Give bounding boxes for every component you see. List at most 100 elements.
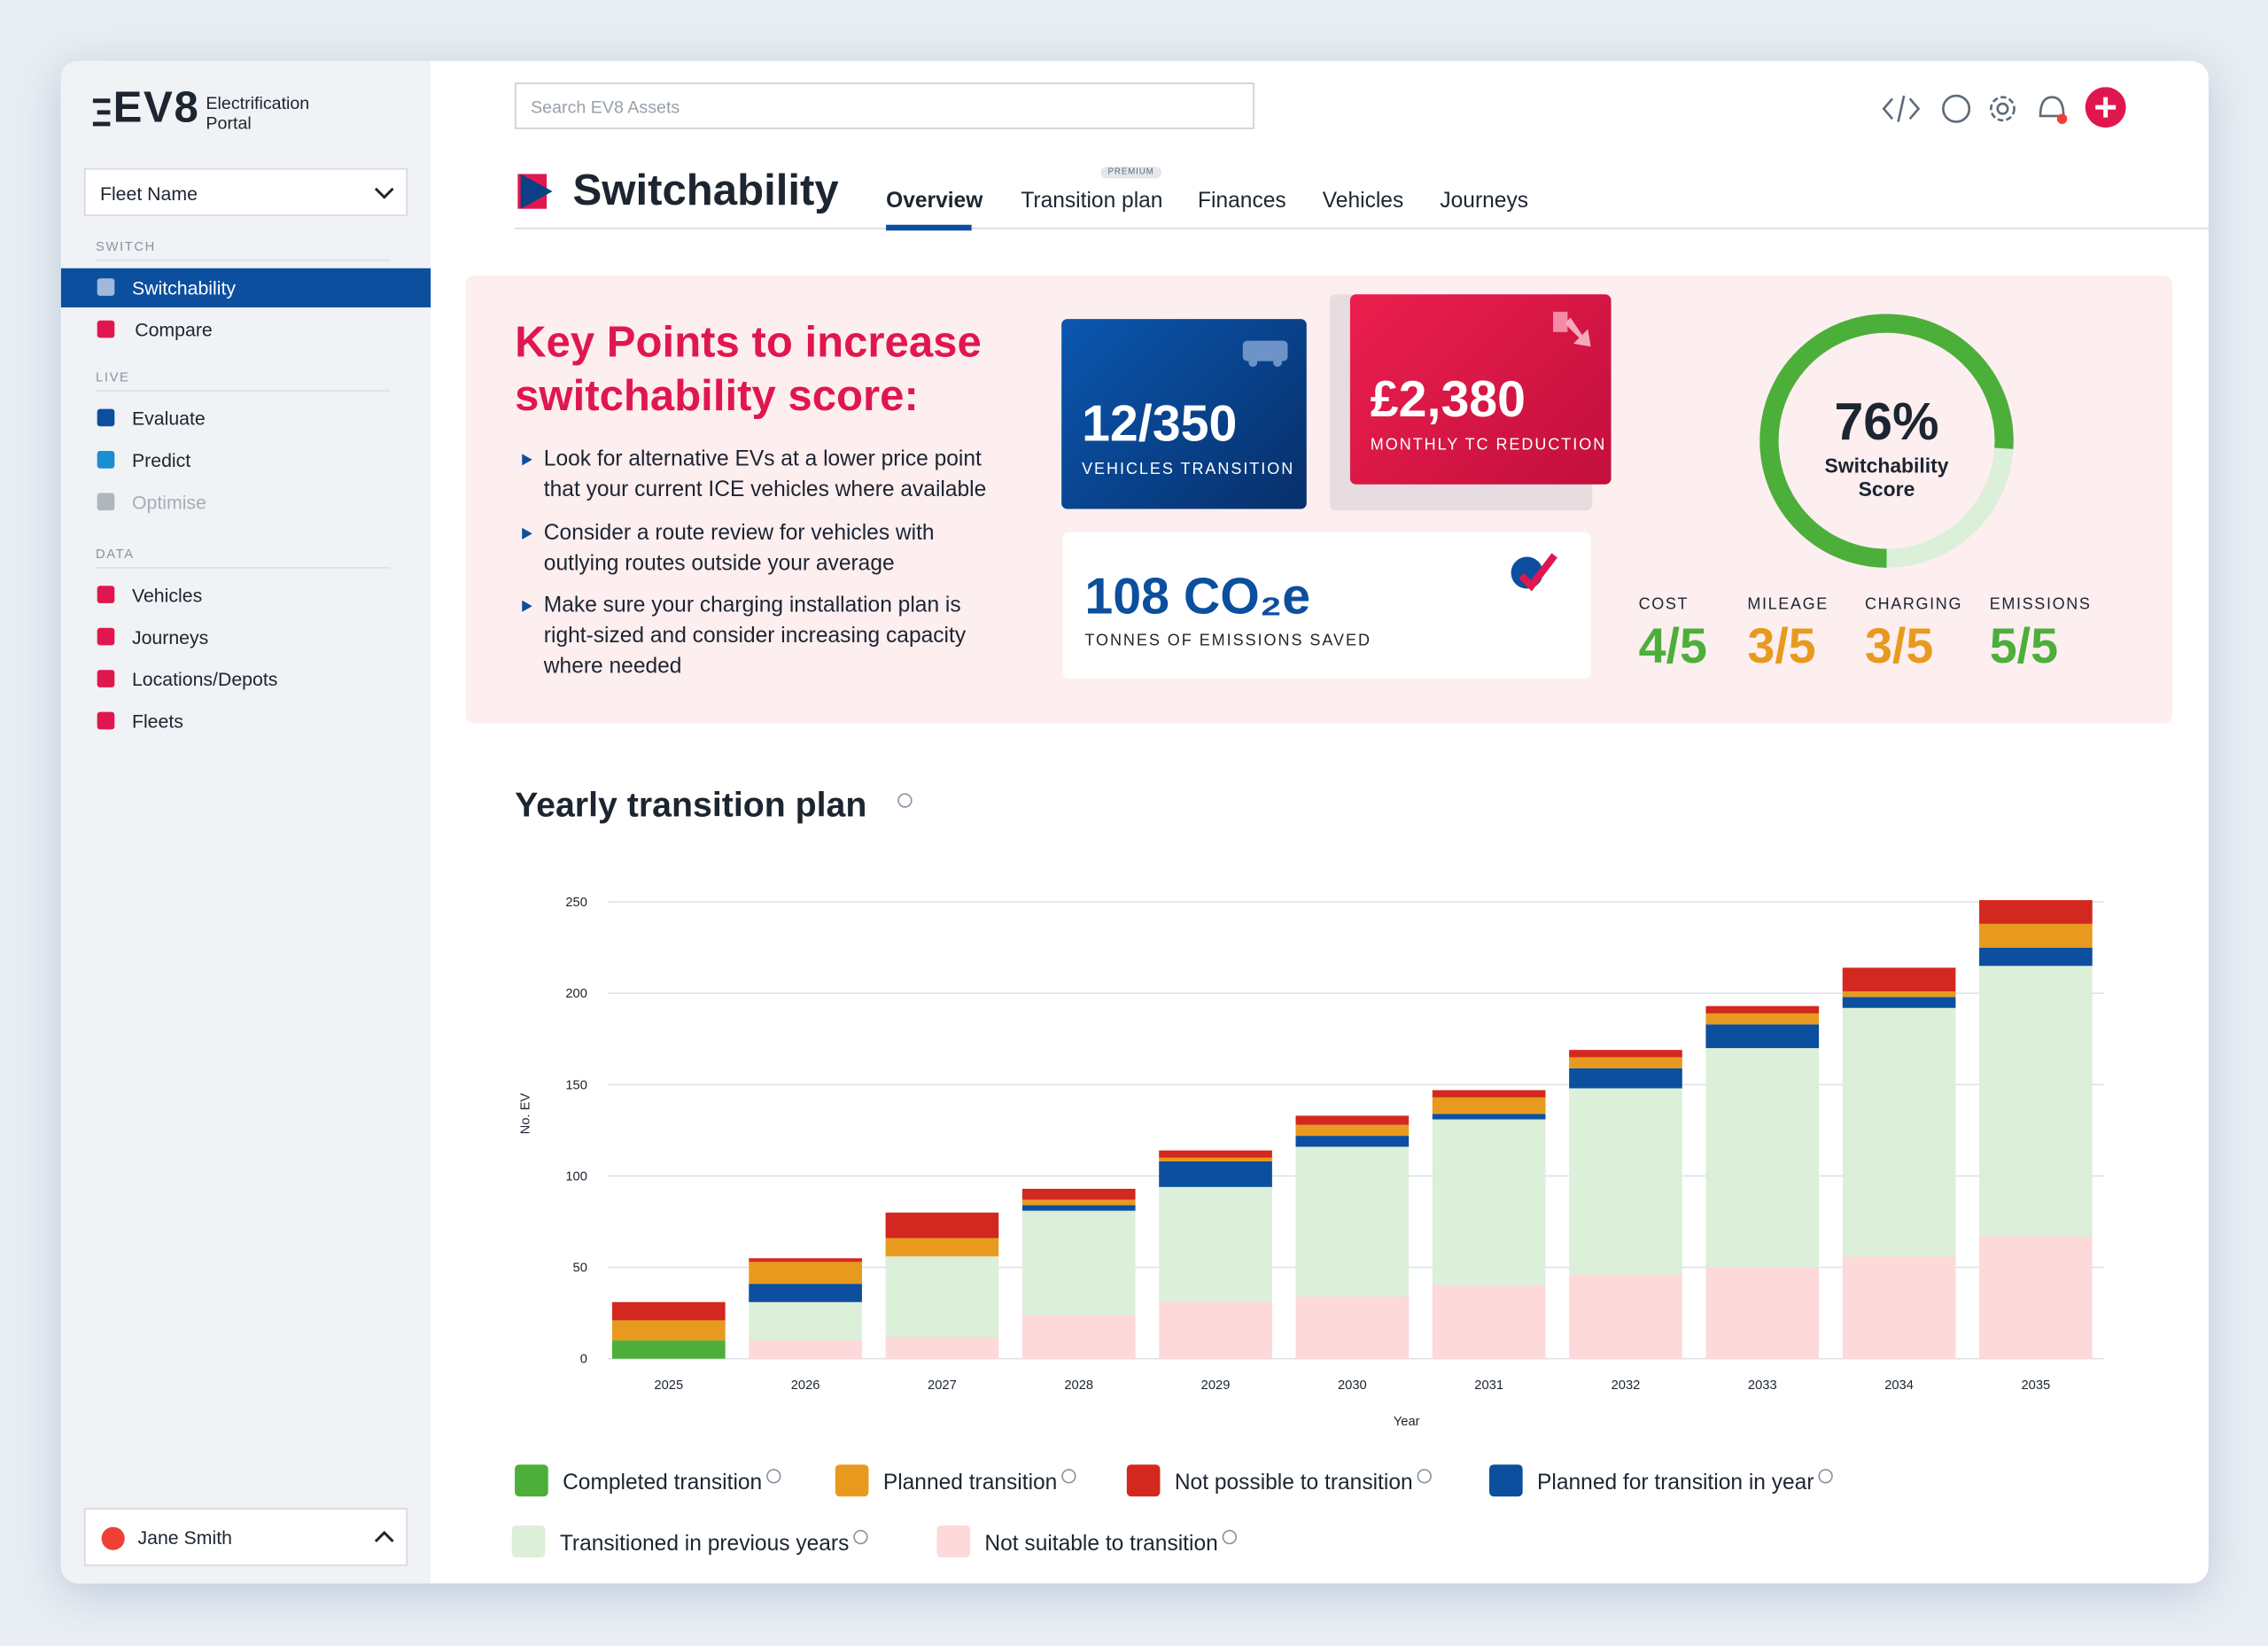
y-tick-label: 200 xyxy=(565,987,587,1001)
nav-item[interactable]: Locations/Depots xyxy=(61,660,431,699)
subscore-value: 3/5 xyxy=(1747,618,1816,675)
nav-item[interactable]: Optimise xyxy=(61,483,431,522)
help-icon[interactable] xyxy=(1942,94,1971,123)
x-tick-label: 2032 xyxy=(1612,1378,1641,1393)
bar-segment xyxy=(1159,1301,1272,1359)
fleet-select-label: Fleet Name xyxy=(99,182,198,205)
score-ring xyxy=(1759,314,2014,568)
nav-item[interactable]: Evaluate xyxy=(61,399,431,438)
user-menu[interactable]: Jane Smith xyxy=(83,1508,408,1566)
subscore-label: MILEAGE xyxy=(1747,595,1829,614)
nav-item[interactable]: Predict xyxy=(61,441,431,480)
nav-item[interactable]: Journeys xyxy=(61,617,431,656)
key-points-heading: Key Points to increase switchability sco… xyxy=(515,319,982,421)
tab-divider xyxy=(515,227,2209,229)
stat-card: 108 CO₂e TONNES OF EMISSIONS SAVED xyxy=(1062,532,1591,679)
legend-label: Transitioned in previous years xyxy=(560,1532,850,1556)
subscore-label: CHARGING xyxy=(1864,595,1963,614)
bar-segment xyxy=(1432,1097,1546,1114)
bar-segment xyxy=(749,1284,862,1302)
bar-segment xyxy=(1021,1210,1136,1316)
x-tick-label: 2027 xyxy=(928,1378,957,1393)
bullet-arrow xyxy=(522,454,532,466)
bar-segment xyxy=(1295,1136,1410,1147)
section-divider xyxy=(96,390,391,392)
bar-segment xyxy=(885,1336,999,1359)
tab[interactable]: Transition plan xyxy=(1021,188,1163,214)
x-tick-label: 2030 xyxy=(1338,1378,1367,1393)
bar-segment xyxy=(611,1301,726,1321)
logo-mark xyxy=(92,98,111,127)
subscore-label: EMISSIONS xyxy=(1989,595,2092,614)
emissions-icon xyxy=(1511,553,1557,592)
bar-segment xyxy=(1295,1124,1410,1137)
bar-segment xyxy=(1432,1285,1546,1359)
y-axis-label: No. EV xyxy=(518,1093,532,1135)
nav-label: Evaluate xyxy=(131,407,206,430)
bar-segment xyxy=(1569,1088,1682,1275)
code-icon[interactable] xyxy=(1882,95,1921,122)
bar-segment xyxy=(1569,1068,1682,1089)
chart-title: Yearly transition plan xyxy=(515,786,867,826)
section-label: SWITCH xyxy=(96,239,156,254)
y-tick-label: 100 xyxy=(565,1169,587,1184)
bar-segment xyxy=(1705,1013,1820,1025)
info-icon xyxy=(1818,1469,1833,1484)
tab[interactable]: Overview xyxy=(886,188,983,214)
bar-segment xyxy=(749,1258,862,1262)
y-tick-label: 0 xyxy=(580,1353,587,1367)
subscore-value: 4/5 xyxy=(1638,618,1707,675)
bar-segment xyxy=(1159,1150,1272,1158)
x-axis-label: Year xyxy=(1394,1415,1420,1429)
y-tick-label: 50 xyxy=(573,1261,587,1275)
fleet-select[interactable]: Fleet Name xyxy=(83,167,408,216)
nav-item[interactable]: Compare xyxy=(61,310,431,349)
tab[interactable]: Vehicles xyxy=(1322,188,1404,214)
bullet-marker xyxy=(522,600,532,612)
search-box[interactable]: Search EV8 Assets xyxy=(515,82,1254,129)
nav-icon xyxy=(97,493,115,511)
bar-segment xyxy=(1021,1205,1136,1211)
info-icon xyxy=(1417,1469,1432,1484)
tab[interactable]: Finances xyxy=(1198,188,1286,214)
nav-item[interactable]: Fleets xyxy=(61,702,431,741)
nav-item[interactable]: Vehicles xyxy=(61,576,431,615)
legend-swatch xyxy=(1489,1464,1523,1497)
bar-segment xyxy=(1159,1161,1272,1187)
nav-item[interactable]: Switchability xyxy=(60,268,431,308)
tab[interactable]: Journeys xyxy=(1440,188,1529,214)
nav-label: Journeys xyxy=(131,626,209,648)
bullet-marker xyxy=(522,527,532,540)
bar-segment xyxy=(1979,947,2093,967)
legend-label: Planned for transition in year xyxy=(1537,1471,1814,1495)
legend-swatch xyxy=(511,1525,546,1557)
score-value: 76% xyxy=(1834,391,1939,452)
nav-label: Compare xyxy=(135,319,213,341)
bar-segment xyxy=(611,1320,726,1341)
info-icon xyxy=(1061,1469,1076,1484)
bar-segment xyxy=(885,1256,999,1337)
bar-segment xyxy=(1705,1267,1820,1359)
search-placeholder: Search EV8 Assets xyxy=(531,97,680,118)
settings-icon[interactable] xyxy=(1990,96,2016,122)
notification-icon[interactable] xyxy=(2039,96,2065,118)
stat-value: 12/350 xyxy=(1082,395,1238,453)
legend-swatch xyxy=(515,1464,548,1497)
legend-label: Planned transition xyxy=(883,1471,1058,1495)
legend-label: Not possible to transition xyxy=(1175,1471,1413,1495)
nav-icon xyxy=(97,278,115,296)
nav-icon xyxy=(97,586,115,603)
nav-label: Locations/Depots xyxy=(131,668,278,691)
header-icons xyxy=(1882,87,2126,128)
subscore-value: 5/5 xyxy=(1989,618,2059,675)
stat-label: VEHICLES TRANSITION xyxy=(1082,461,1295,479)
nav-icon xyxy=(97,320,115,338)
brand: EV8 xyxy=(113,83,200,132)
nav-label: Switchability xyxy=(131,276,237,299)
bar-segment xyxy=(749,1301,862,1341)
nav-icon xyxy=(97,408,115,427)
section-divider xyxy=(96,259,391,261)
bullet-text: Make sure your charging installation pla… xyxy=(543,593,967,679)
